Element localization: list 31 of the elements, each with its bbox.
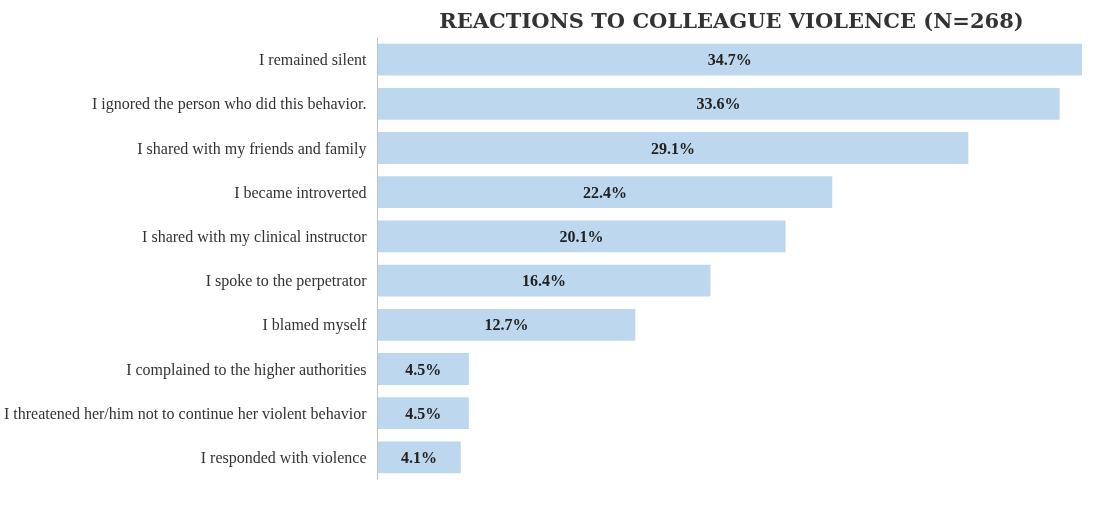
bar: [377, 87, 1060, 120]
bar: [377, 441, 461, 474]
bar: [377, 43, 1082, 76]
bar: [377, 176, 833, 209]
data-label: 16.4%: [521, 272, 566, 290]
y-tick-label: I ignored the person who did this behavior.: [91, 95, 367, 114]
bar: [377, 220, 786, 253]
data-label: 12.7%: [484, 316, 529, 334]
bar: [377, 308, 636, 341]
y-tick-label: I shared with my friends and family: [137, 139, 367, 158]
y-tick-label: I spoke to the perpetrator: [205, 272, 368, 291]
data-label: 4.5%: [405, 404, 442, 422]
chart-title: REACTIONS TO COLLEAGUE VIOLENCE (N=268): [439, 7, 1024, 33]
data-label: 20.1%: [559, 227, 604, 245]
data-label: 22.4%: [582, 183, 627, 201]
data-label: 34.7%: [707, 51, 752, 69]
y-tick-label: I became introverted: [234, 183, 367, 201]
y-tick-label: I threatened her/him not to continue her violent behavior: [3, 404, 368, 422]
bar: [377, 264, 711, 297]
data-label: 29.1%: [650, 139, 695, 157]
data-label: 4.1%: [401, 448, 438, 466]
y-tick-label: I complained to the higher authorities: [126, 360, 367, 379]
y-tick-label: I responded with violence: [200, 448, 367, 467]
bar: [377, 353, 469, 385]
data-label: 4.5%: [405, 360, 442, 378]
y-tick-label: I blamed myself: [262, 316, 368, 335]
data-label: 33.6%: [696, 95, 741, 113]
bar: [377, 397, 469, 430]
y-tick-label: I remained silent: [258, 51, 368, 69]
y-tick-label: I shared with my clinical instructor: [142, 227, 368, 246]
bar: [377, 132, 969, 164]
